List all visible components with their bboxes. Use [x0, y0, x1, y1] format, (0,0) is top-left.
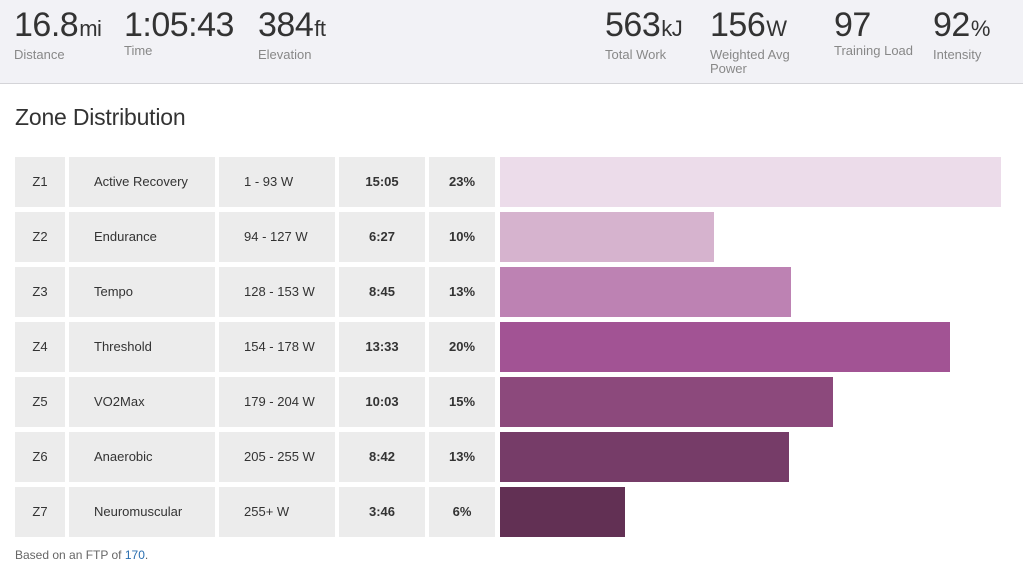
zone-row-z1: Z1 Active Recovery 1 - 93 W 15:05 23% [15, 157, 1005, 207]
zone-time: 8:45 [339, 267, 425, 317]
zone-name: Active Recovery [69, 157, 215, 207]
stat-intensity: 92% Intensity [933, 6, 990, 62]
zone-bar [500, 432, 789, 482]
stat-value: 384ft [258, 6, 326, 48]
zone-label: Z2 [15, 212, 65, 262]
stat-number: 16.8 [14, 6, 79, 44]
stat-label: Elevation [258, 47, 312, 62]
stat-label: Distance [14, 47, 65, 62]
zone-row-z5: Z5 VO2Max 179 - 204 W 10:03 15% [15, 377, 1005, 427]
stat-total-work: 563kJ Total Work [605, 6, 683, 62]
zone-percent: 23% [429, 157, 495, 207]
zone-label: Z7 [15, 487, 65, 537]
zone-label: Z1 [15, 157, 65, 207]
summary-stats-bar: 16.8mi Distance 1:05:43 Time 384ft Elevation 5… [0, 0, 1023, 84]
stat-unit: mi [79, 16, 102, 41]
stat-label: Total Work [605, 47, 667, 62]
zone-name: Anaerobic [69, 432, 215, 482]
zone-percent: 13% [429, 267, 495, 317]
zone-power-range: 179 - 204 W [219, 377, 335, 427]
stat-label: Intensity [933, 47, 982, 62]
stat-elevation: 384ft Elevation [258, 6, 326, 62]
stat-value: 563kJ [605, 6, 683, 48]
stat-value: 156W [710, 6, 800, 48]
zone-name: Neuromuscular [69, 487, 215, 537]
zone-bar [500, 267, 791, 317]
zone-time: 10:03 [339, 377, 425, 427]
zone-power-range: 154 - 178 W [219, 322, 335, 372]
stat-value: 16.8mi [14, 6, 102, 48]
zone-distribution-title: Zone Distribution [15, 104, 186, 130]
zone-bar [500, 157, 1001, 207]
stat-number: 384 [258, 6, 314, 44]
zone-name: Threshold [69, 322, 215, 372]
zone-name: Tempo [69, 267, 215, 317]
zone-bar [500, 322, 950, 372]
zone-percent: 6% [429, 487, 495, 537]
ftp-value-link[interactable]: 170 [124, 548, 145, 562]
zone-power-range: 255+ W [219, 487, 335, 537]
stat-unit: % [970, 16, 991, 41]
zone-name: VO2Max [69, 377, 215, 427]
stat-unit: kJ [661, 16, 683, 41]
zone-name: Endurance [69, 212, 215, 262]
stat-label: Training Load [834, 43, 914, 58]
zone-percent: 15% [429, 377, 495, 427]
zone-percent: 20% [429, 322, 495, 372]
stat-number: 1:05:43 [124, 6, 234, 44]
ftp-footnote-prefix: Based on an FTP of [15, 548, 125, 562]
stat-value: 92% [933, 6, 990, 48]
stat-value: 97 [834, 6, 913, 44]
zone-label: Z4 [15, 322, 65, 372]
zone-power-range: 128 - 153 W [219, 267, 335, 317]
stat-distance: 16.8mi Distance [14, 6, 102, 62]
stat-label: Time [124, 43, 153, 58]
stat-value: 1:05:43 [124, 6, 234, 44]
stat-unit: W [766, 16, 787, 41]
zone-power-range: 1 - 93 W [219, 157, 335, 207]
stat-number: 92 [933, 6, 970, 44]
zone-time: 3:46 [339, 487, 425, 537]
zone-percent: 13% [429, 432, 495, 482]
zone-row-z2: Z2 Endurance 94 - 127 W 6:27 10% [15, 212, 1005, 262]
ftp-footnote-suffix: . [144, 548, 149, 562]
zone-label: Z3 [15, 267, 65, 317]
zone-row-z3: Z3 Tempo 128 - 153 W 8:45 13% [15, 267, 1005, 317]
stat-training-load: 97 Training Load [834, 6, 913, 58]
zone-label: Z5 [15, 377, 65, 427]
zone-label: Z6 [15, 432, 65, 482]
zone-power-range: 205 - 255 W [219, 432, 335, 482]
zone-bar [500, 212, 714, 262]
stat-number: 97 [834, 6, 871, 44]
stat-number: 563 [605, 6, 661, 44]
zone-time: 15:05 [339, 157, 425, 207]
zone-time: 13:33 [339, 322, 425, 372]
zone-power-range: 94 - 127 W [219, 212, 335, 262]
zone-time: 6:27 [339, 212, 425, 262]
stat-unit: ft [314, 16, 326, 41]
zone-bar [500, 377, 833, 427]
zone-percent: 10% [429, 212, 495, 262]
zone-row-z6: Z6 Anaerobic 205 - 255 W 8:42 13% [15, 432, 1005, 482]
stat-label: Weighted Avg Power [710, 47, 790, 76]
stat-time: 1:05:43 Time [124, 6, 234, 58]
stat-weighted-avg-power: 156W Weighted Avg Power [710, 6, 800, 76]
zone-row-z7: Z7 Neuromuscular 255+ W 3:46 6% [15, 487, 1005, 537]
zone-bar [500, 487, 625, 537]
ftp-footnote: Based on an FTP of 170. [15, 548, 148, 562]
stat-number: 156 [710, 6, 766, 44]
zone-time: 8:42 [339, 432, 425, 482]
zone-row-z4: Z4 Threshold 154 - 178 W 13:33 20% [15, 322, 1005, 372]
